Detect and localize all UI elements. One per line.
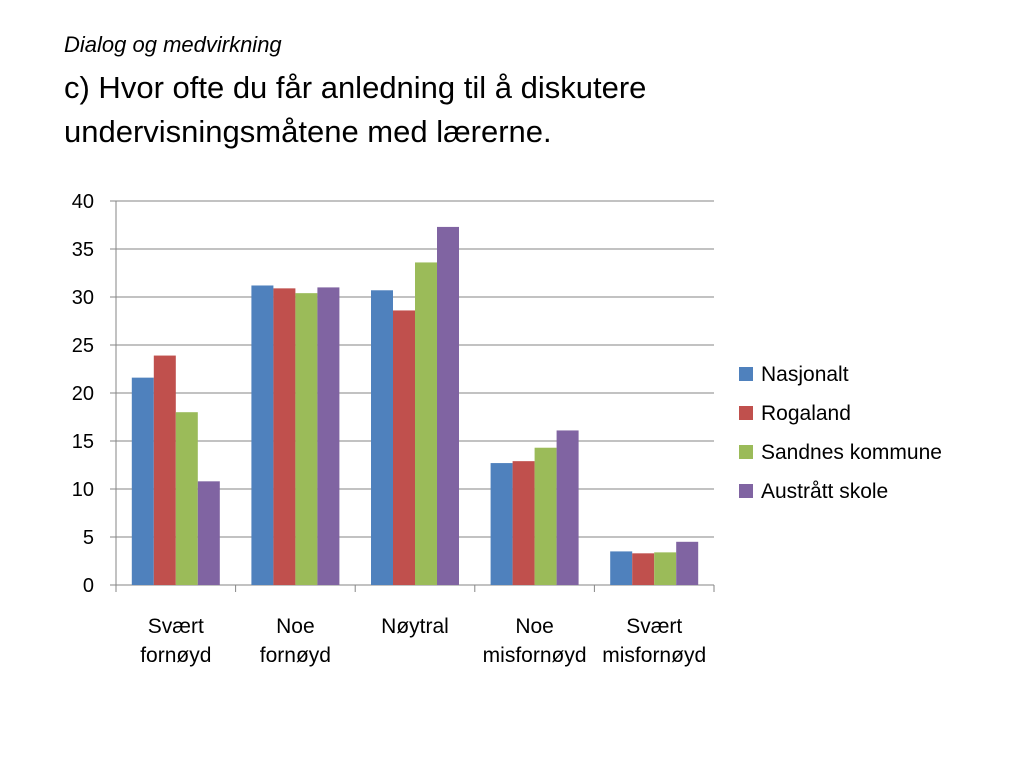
- slide-title-line-1: c) Hvor ofte du får anledning til å disk…: [64, 70, 647, 105]
- y-tick-label: 15: [72, 431, 94, 453]
- bar: [556, 430, 579, 585]
- x-category-label: Noe: [276, 615, 315, 638]
- bar: [534, 447, 557, 585]
- x-category-label: fornøyd: [260, 644, 331, 667]
- bar: [197, 481, 220, 585]
- axis-labels: 0 5 10 15 20 25 30 35 40 Svært fornøyd Noe fornøyd Nø…: [72, 191, 706, 667]
- slide-title: c) Hvor ofte du får anledning til å disk…: [64, 66, 944, 154]
- bar: [632, 553, 655, 585]
- bar: [273, 288, 296, 585]
- bar: [676, 541, 699, 585]
- slide-title-line-2: undervisningsmåtene med lærerne.: [64, 114, 552, 149]
- y-tick-label: 25: [72, 335, 94, 357]
- legend-swatch: [739, 406, 753, 420]
- bar: [251, 285, 274, 585]
- bar: [153, 355, 176, 585]
- bar: [437, 226, 459, 586]
- y-tick-label: 40: [72, 191, 94, 213]
- bar: [490, 463, 513, 585]
- x-category-label: Nøytral: [381, 615, 449, 638]
- y-tick-label: 20: [72, 383, 94, 405]
- bar: [512, 461, 535, 585]
- bar: [393, 310, 415, 585]
- y-tick-label: 5: [83, 527, 94, 549]
- legend-swatch: [739, 484, 753, 498]
- x-category-label: misfornøyd: [602, 644, 706, 667]
- y-tick-label: 0: [83, 575, 94, 597]
- y-tick-label: 30: [72, 287, 94, 309]
- legend-label: Nasjonalt: [761, 363, 849, 386]
- legend-label: Austrått skole: [761, 480, 888, 503]
- legend-swatch: [739, 445, 753, 459]
- bar: [175, 412, 198, 585]
- x-category-label: misfornøyd: [483, 644, 587, 667]
- x-category-label: fornøyd: [140, 644, 211, 667]
- bar: [415, 262, 437, 585]
- bar: [131, 377, 154, 585]
- bars: [131, 226, 699, 586]
- slide-subtitle: Dialog og medvirkning: [64, 32, 282, 57]
- x-category-label: Svært: [626, 615, 682, 638]
- legend-label: Sandnes kommune: [761, 441, 942, 464]
- legend-label: Rogaland: [761, 402, 851, 425]
- bar: [295, 293, 318, 585]
- bar: [371, 290, 393, 585]
- x-category-label: Noe: [515, 615, 554, 638]
- y-tick-label: 10: [72, 479, 94, 501]
- bar: [610, 551, 633, 585]
- bar: [654, 552, 677, 585]
- y-tick-label: 35: [72, 239, 94, 261]
- legend-swatch: [739, 367, 753, 381]
- legend: Nasjonalt Rogaland Sandnes kommune Austrått…: [739, 363, 942, 503]
- x-category-label: Svært: [148, 615, 204, 638]
- bar: [317, 287, 340, 585]
